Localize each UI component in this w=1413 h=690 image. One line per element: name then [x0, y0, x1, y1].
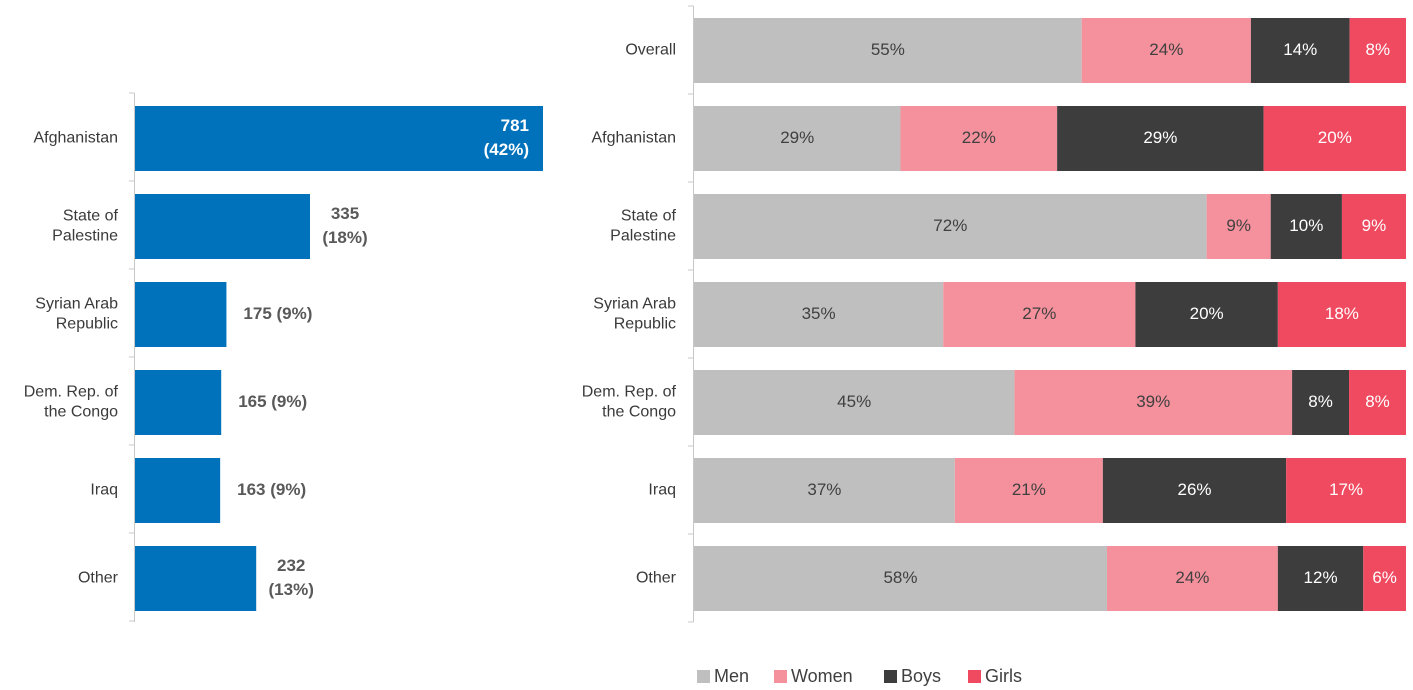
right-category-label: Dem. Rep. of: [582, 384, 677, 401]
stacked-segment: [694, 458, 955, 523]
right-category-label: Other: [636, 570, 677, 587]
left-category-label: Palestine: [52, 228, 118, 245]
segment-value-label: 6%: [1372, 568, 1397, 587]
stacked-segment: [1206, 194, 1271, 259]
left-bar: [135, 370, 222, 435]
segment-value-label: 39%: [1136, 392, 1170, 411]
stacked-segment: [694, 106, 901, 171]
right-category-label: State of: [621, 208, 677, 225]
segment-value-label: 58%: [883, 568, 917, 587]
segment-value-label: 35%: [802, 304, 836, 323]
segment-value-label: 22%: [962, 128, 996, 147]
legend-swatch: [697, 670, 710, 683]
stacked-segment: [1106, 546, 1278, 611]
right-category-label: the Congo: [602, 404, 676, 421]
stacked-segment: [954, 458, 1103, 523]
segment-value-label: 37%: [807, 480, 841, 499]
stacked-segment: [943, 282, 1136, 347]
right-category-label: Iraq: [648, 482, 676, 499]
segment-value-label: 72%: [933, 216, 967, 235]
legend-swatch: [884, 670, 897, 683]
stacked-segment: [1135, 282, 1278, 347]
stacked-segment: [1286, 458, 1406, 523]
left-value-label: 781: [501, 116, 529, 135]
segment-value-label: 8%: [1308, 392, 1333, 411]
stacked-segment: [1349, 370, 1406, 435]
stacked-segment: [1363, 546, 1406, 611]
segment-value-label: 29%: [1143, 128, 1177, 147]
stacked-segment: [694, 18, 1082, 83]
left-bar: [135, 546, 257, 611]
left-category-label: Other: [78, 570, 119, 587]
stacked-segment: [1277, 282, 1406, 347]
stacked-segment: [1014, 370, 1293, 435]
segment-value-label: 9%: [1362, 216, 1387, 235]
stacked-segment: [900, 106, 1058, 171]
segment-value-label: 17%: [1329, 480, 1363, 499]
legend-label: Men: [714, 666, 749, 686]
right-category-label: Palestine: [610, 228, 676, 245]
stacked-segment: [1102, 458, 1287, 523]
left-bar: [135, 194, 311, 259]
left-category-label: Republic: [56, 316, 118, 333]
left-value-label: 335: [331, 204, 359, 223]
stacked-segment: [1081, 18, 1251, 83]
segment-value-label: 24%: [1149, 40, 1183, 59]
left-bar: [135, 458, 221, 523]
stacked-segment: [694, 194, 1207, 259]
stacked-segment: [694, 282, 944, 347]
right-category-label: Republic: [614, 316, 676, 333]
left-bar: [135, 282, 227, 347]
segment-value-label: 9%: [1226, 216, 1251, 235]
left-value-label: 175 (9%): [243, 304, 312, 323]
segment-value-label: 21%: [1012, 480, 1046, 499]
segment-value-label: 14%: [1283, 40, 1317, 59]
stacked-segment: [1349, 18, 1406, 83]
stacked-segment: [1270, 194, 1342, 259]
stacked-segment: [694, 370, 1015, 435]
left-bar: [135, 106, 543, 171]
left-category-label: Dem. Rep. of: [24, 384, 119, 401]
left-value-label: (13%): [269, 580, 314, 599]
legend-swatch: [774, 670, 787, 683]
stacked-segment: [1277, 546, 1364, 611]
segment-value-label: 20%: [1190, 304, 1224, 323]
left-value-label: (42%): [484, 140, 529, 159]
left-category-label: Afghanistan: [33, 130, 118, 147]
left-value-label: 163 (9%): [237, 480, 306, 499]
stacked-segment: [694, 546, 1107, 611]
segment-value-label: 29%: [780, 128, 814, 147]
segment-value-label: 27%: [1022, 304, 1056, 323]
left-value-label: (18%): [322, 228, 367, 247]
segment-value-label: 26%: [1177, 480, 1211, 499]
left-category-label: Iraq: [90, 482, 118, 499]
legend-swatch: [968, 670, 981, 683]
right-category-label: Afghanistan: [591, 130, 676, 147]
left-value-label: 165 (9%): [238, 392, 307, 411]
right-category-label: Overall: [625, 42, 676, 59]
stacked-segment: [1250, 18, 1350, 83]
segment-value-label: 45%: [837, 392, 871, 411]
segment-value-label: 18%: [1325, 304, 1359, 323]
segment-value-label: 20%: [1318, 128, 1352, 147]
segment-value-label: 8%: [1365, 392, 1390, 411]
stacked-segment: [1292, 370, 1350, 435]
left-category-label: Syrian Arab: [35, 296, 118, 313]
segment-value-label: 10%: [1289, 216, 1323, 235]
left-category-label: the Congo: [44, 404, 118, 421]
right-category-label: Syrian Arab: [593, 296, 676, 313]
legend-label: Women: [791, 666, 853, 686]
stacked-segment: [1057, 106, 1264, 171]
segment-value-label: 8%: [1366, 40, 1391, 59]
segment-value-label: 12%: [1304, 568, 1338, 587]
legend-label: Girls: [985, 666, 1022, 686]
legend-label: Boys: [901, 666, 941, 686]
left-value-label: 232: [277, 556, 305, 575]
stacked-segment: [1263, 106, 1406, 171]
left-category-label: State of: [63, 208, 119, 225]
segment-value-label: 55%: [871, 40, 905, 59]
segment-value-label: 24%: [1175, 568, 1209, 587]
stacked-segment: [1341, 194, 1406, 259]
